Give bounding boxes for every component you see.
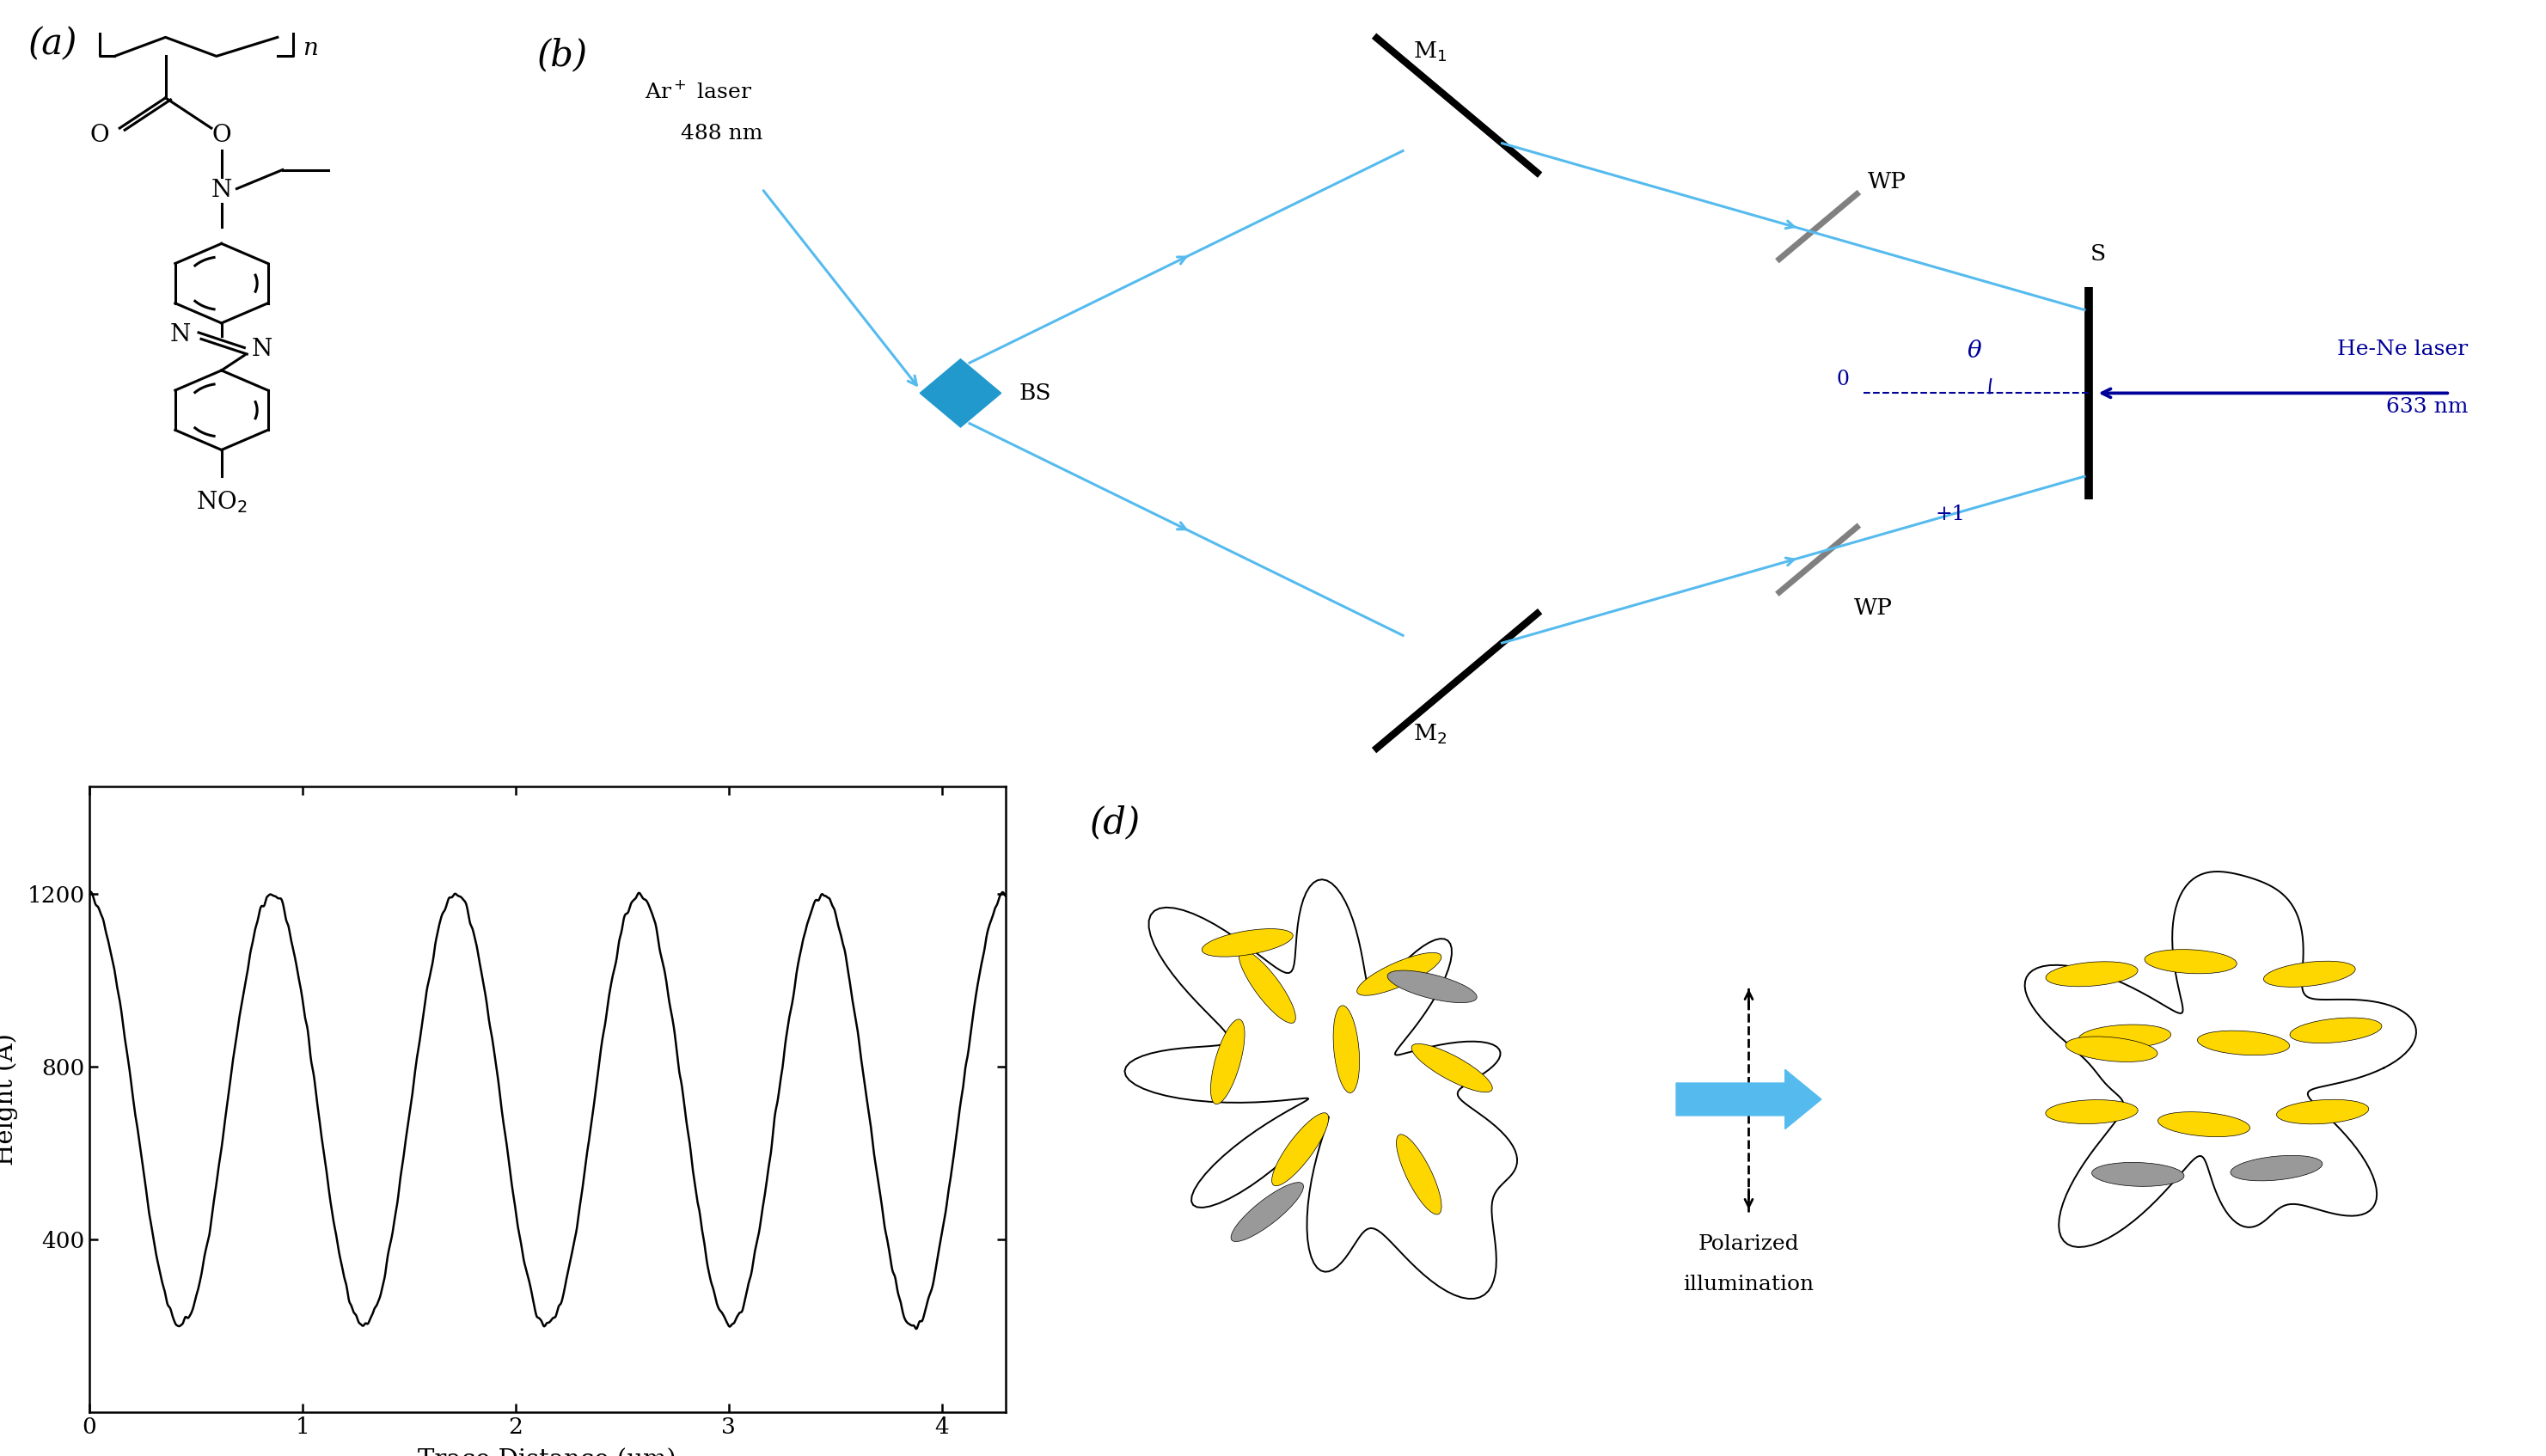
Text: Ar$^+$ laser: Ar$^+$ laser xyxy=(644,80,751,102)
Text: WP: WP xyxy=(1869,170,1907,192)
Ellipse shape xyxy=(2065,1037,2156,1061)
Text: N: N xyxy=(211,179,232,202)
Ellipse shape xyxy=(2047,961,2139,987)
Ellipse shape xyxy=(2197,1031,2289,1056)
Text: illumination: illumination xyxy=(1683,1274,1815,1294)
Ellipse shape xyxy=(2263,961,2355,987)
Ellipse shape xyxy=(2159,1112,2251,1137)
Ellipse shape xyxy=(2276,1099,2368,1124)
Ellipse shape xyxy=(1230,1182,1304,1242)
Text: 633 nm: 633 nm xyxy=(2386,397,2467,416)
Text: (a): (a) xyxy=(28,26,76,63)
Text: 0: 0 xyxy=(1836,370,1848,389)
Text: n: n xyxy=(303,36,318,60)
Ellipse shape xyxy=(1212,1019,1245,1104)
Text: N: N xyxy=(252,338,272,361)
Text: O: O xyxy=(211,124,232,147)
Ellipse shape xyxy=(1202,929,1293,957)
Text: O: O xyxy=(89,124,109,147)
Text: N: N xyxy=(171,323,191,347)
Text: (d): (d) xyxy=(1090,805,1141,842)
Ellipse shape xyxy=(1388,971,1477,1003)
Polygon shape xyxy=(919,360,1001,427)
Text: (b): (b) xyxy=(537,38,588,73)
Ellipse shape xyxy=(1273,1112,1329,1185)
Text: NO$_2$: NO$_2$ xyxy=(196,489,247,515)
Text: WP: WP xyxy=(1853,597,1892,619)
Text: BS: BS xyxy=(1018,383,1051,403)
Ellipse shape xyxy=(1395,1134,1441,1214)
Ellipse shape xyxy=(2144,949,2238,974)
Text: He-Ne laser: He-Ne laser xyxy=(2337,339,2467,360)
Ellipse shape xyxy=(1334,1006,1360,1093)
Ellipse shape xyxy=(1357,952,1441,996)
Text: M$_2$: M$_2$ xyxy=(1413,722,1446,745)
Text: M$_1$: M$_1$ xyxy=(1413,41,1446,64)
Text: Polarized: Polarized xyxy=(1698,1233,1800,1254)
Ellipse shape xyxy=(2289,1018,2381,1042)
Ellipse shape xyxy=(2093,1162,2184,1187)
Ellipse shape xyxy=(1240,951,1296,1024)
FancyArrow shape xyxy=(1675,1070,1820,1128)
Text: +1: +1 xyxy=(1935,504,1966,524)
Ellipse shape xyxy=(2044,1099,2139,1124)
Text: S: S xyxy=(2090,243,2106,265)
Y-axis label: Height (Å): Height (Å) xyxy=(0,1034,18,1165)
Ellipse shape xyxy=(2230,1156,2322,1181)
Text: θ: θ xyxy=(1968,339,1981,363)
Ellipse shape xyxy=(2078,1025,2172,1048)
Text: 488 nm: 488 nm xyxy=(680,124,764,144)
X-axis label: Trace Distance (μm): Trace Distance (μm) xyxy=(418,1447,677,1456)
Ellipse shape xyxy=(1410,1044,1492,1092)
